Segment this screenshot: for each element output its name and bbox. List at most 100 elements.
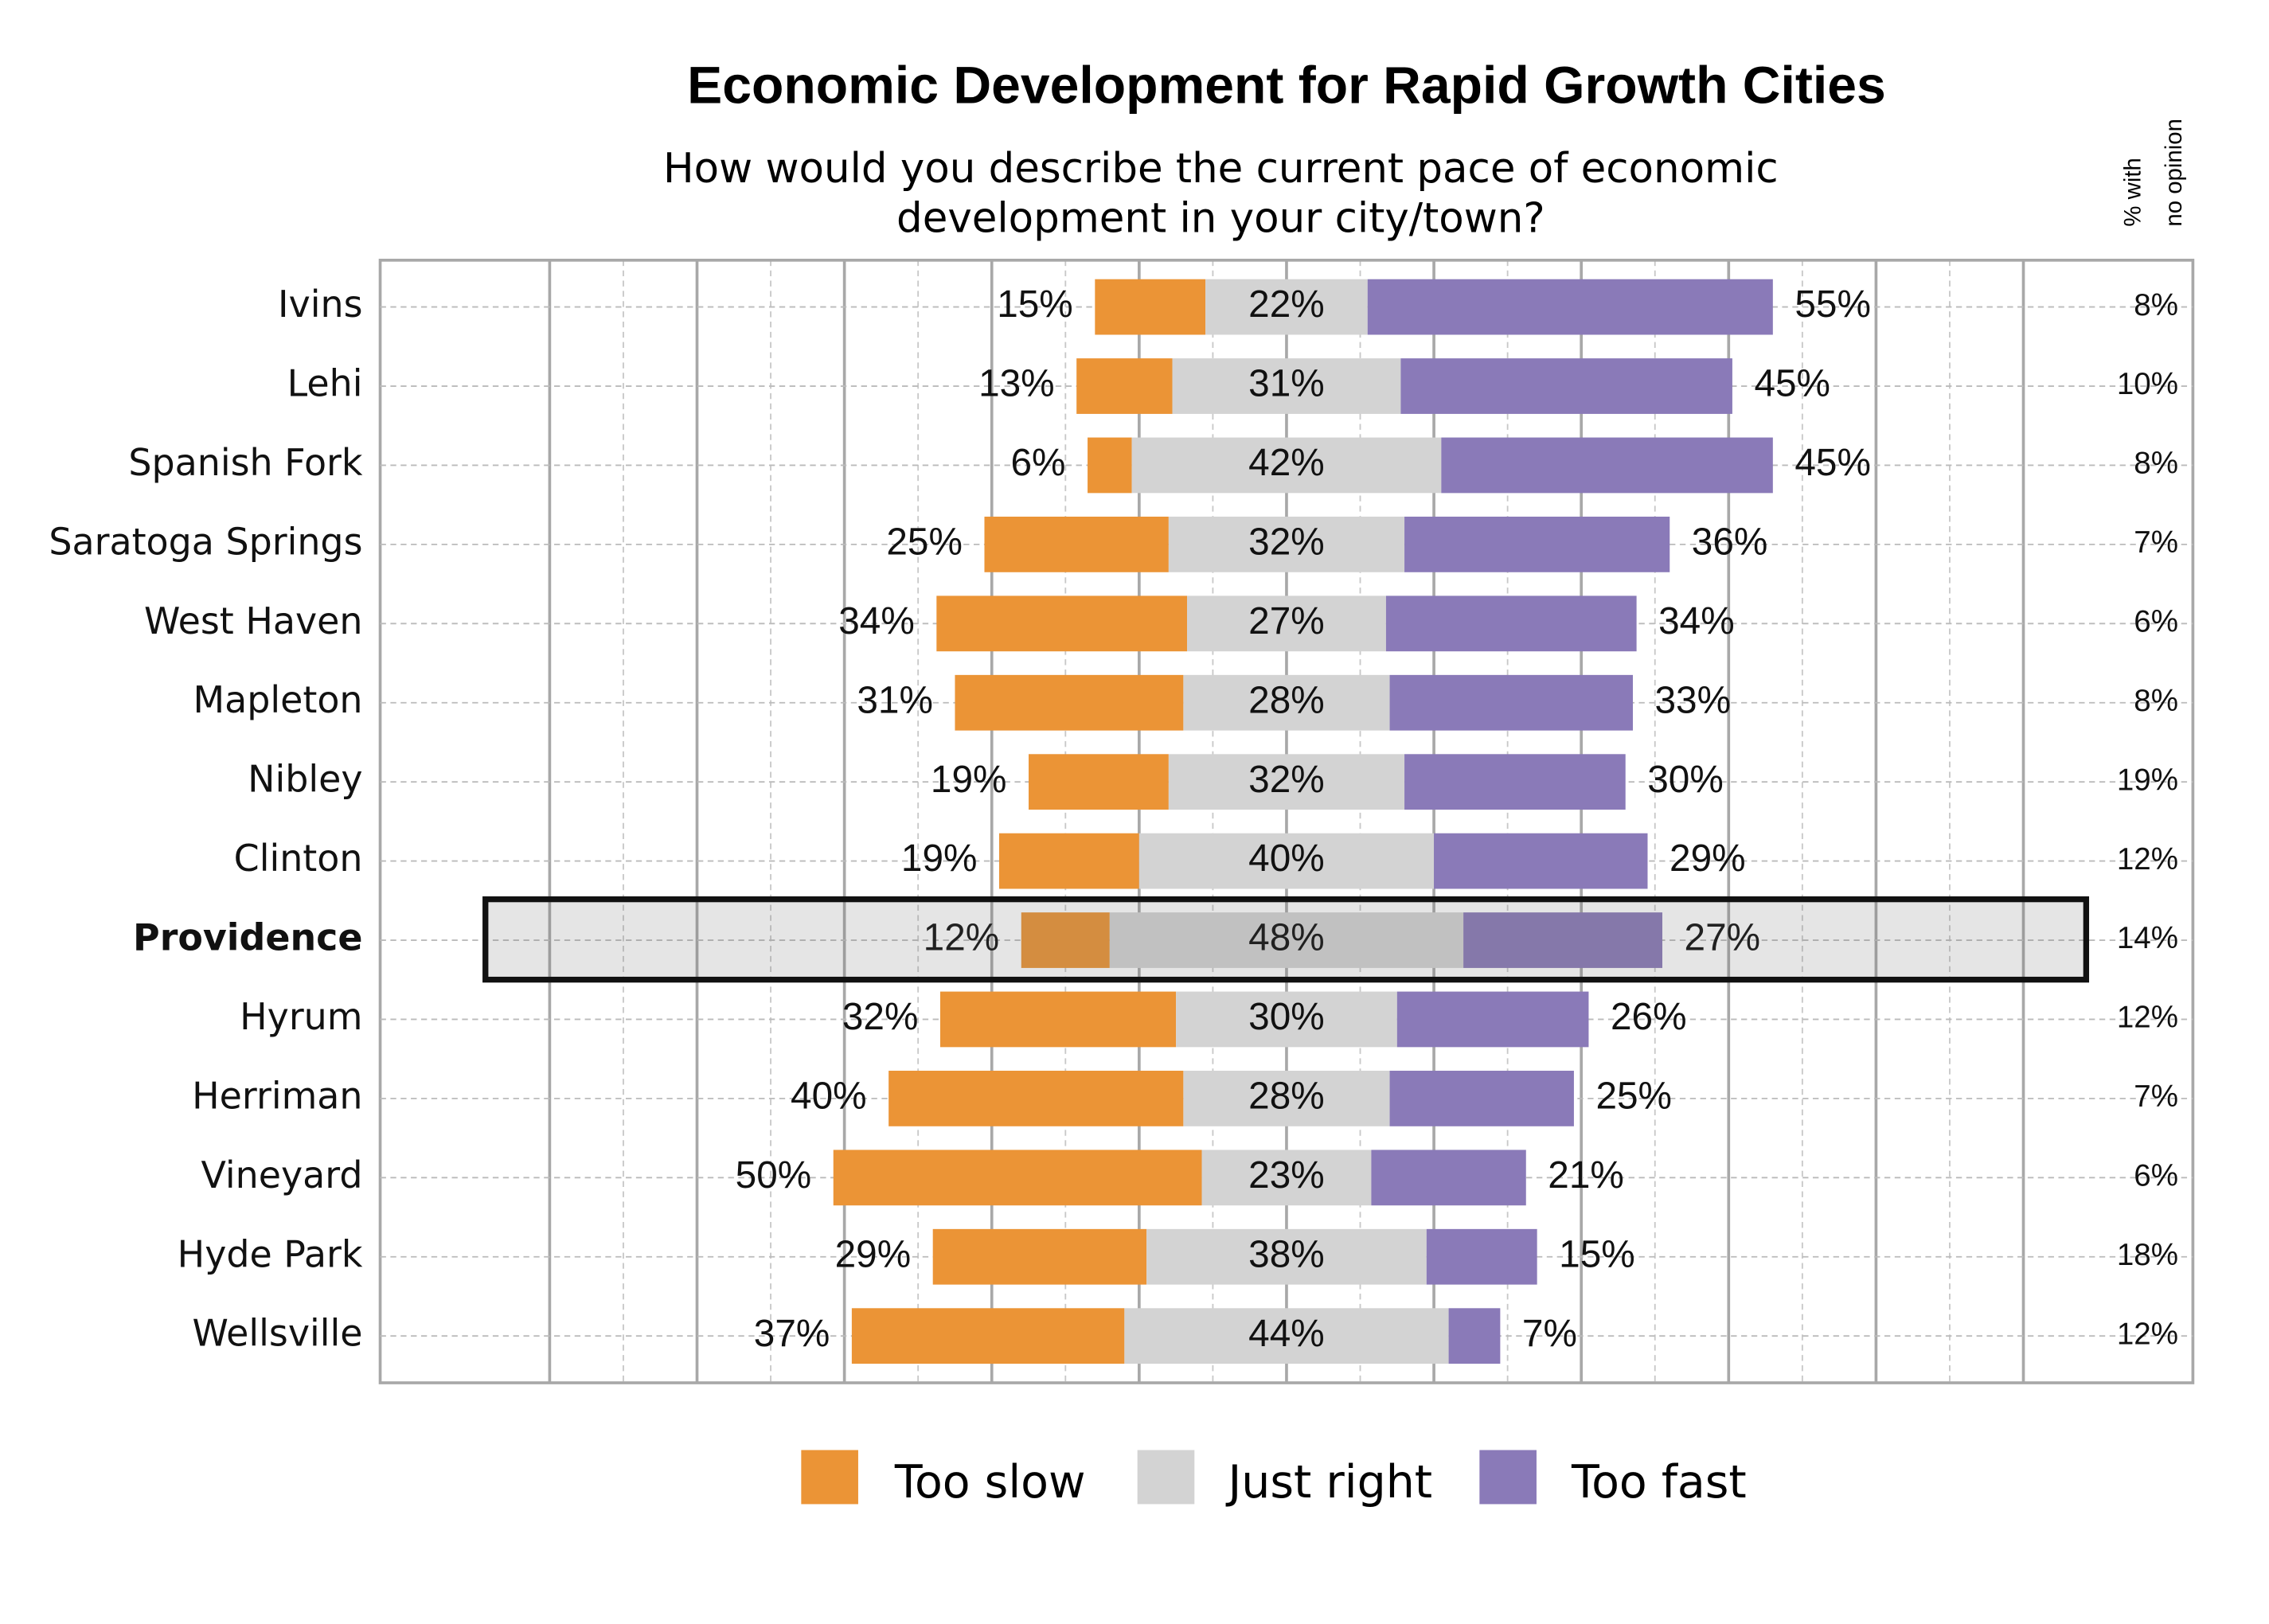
legend-swatch — [1479, 1450, 1537, 1505]
legend-label: Too slow — [894, 1456, 1086, 1509]
data-label: 44% — [1248, 1313, 1325, 1355]
data-label: 37% — [754, 1313, 830, 1355]
bar — [1463, 912, 1662, 968]
data-label: 32% — [842, 996, 919, 1038]
data-label: 25% — [886, 521, 963, 563]
bar — [1076, 358, 1173, 414]
data-label: 25% — [1595, 1076, 1672, 1118]
data-label: 30% — [1248, 996, 1325, 1038]
no-opinion-label: 7% — [2134, 1079, 2178, 1114]
bar — [1448, 1308, 1501, 1364]
data-label: 30% — [1647, 759, 1724, 801]
bar — [1385, 595, 1637, 652]
no-opinion-label: 8% — [2134, 447, 2178, 481]
data-label: 32% — [1248, 759, 1325, 801]
legend: Too slow Just right Too fast — [801, 1450, 1747, 1509]
data-label: 42% — [1248, 442, 1325, 484]
y-tick-label: Providence — [133, 916, 362, 959]
y-tick-label: Ivins — [278, 283, 362, 326]
data-label: 26% — [1611, 996, 1687, 1038]
data-label: 15% — [997, 283, 1073, 326]
bar — [1021, 912, 1110, 968]
bar — [1205, 279, 1368, 335]
data-label: 13% — [978, 363, 1055, 405]
bars — [833, 279, 1773, 1364]
y-tick-label: Hyde Park — [178, 1232, 363, 1275]
bar — [1371, 1150, 1526, 1206]
data-label: 19% — [901, 837, 978, 880]
data-label: 55% — [1795, 283, 1871, 326]
legend-label: Too fast — [1571, 1456, 1747, 1509]
bar — [1131, 437, 1442, 494]
y-tick-label: Clinton — [234, 837, 363, 880]
y-tick-label: Lehi — [287, 362, 363, 405]
bar — [1434, 833, 1648, 889]
bar — [936, 595, 1188, 652]
y-tick-label: Hyrum — [240, 995, 362, 1038]
y-tick-label: West Haven — [144, 599, 363, 642]
bar — [1389, 674, 1633, 731]
bar — [1168, 754, 1405, 810]
data-label: 40% — [791, 1076, 867, 1118]
chart-title: Economic Development for Rapid Growth Ci… — [687, 56, 1886, 115]
legend-swatch — [801, 1450, 858, 1505]
data-label: 50% — [736, 1154, 812, 1197]
y-tick-label: Wellsville — [193, 1312, 363, 1355]
bar — [939, 991, 1177, 1048]
bar — [955, 674, 1184, 731]
data-label: 12% — [924, 917, 1000, 959]
data-label: 23% — [1248, 1154, 1325, 1197]
bar — [1124, 1308, 1449, 1364]
no-opinion-label: 18% — [2117, 1238, 2178, 1272]
bar — [1176, 991, 1397, 1048]
y-tick-label: Spanish Fork — [128, 441, 363, 484]
no-opinion-label: 8% — [2134, 684, 2178, 718]
legend-label: Just right — [1226, 1456, 1433, 1509]
data-label: 28% — [1248, 1076, 1325, 1118]
bar — [1183, 1071, 1390, 1126]
bar — [932, 1228, 1147, 1285]
bar — [851, 1308, 1125, 1364]
bar — [1400, 358, 1732, 414]
data-label: 31% — [857, 679, 933, 721]
data-label: 48% — [1248, 917, 1325, 959]
data-label: 6% — [1011, 442, 1066, 484]
bar — [1109, 912, 1464, 968]
bar — [1183, 674, 1390, 731]
no-opinion-label: 12% — [2117, 842, 2178, 876]
subtitle: development in your city/town? — [896, 194, 1545, 242]
y-tick-label: Mapleton — [193, 678, 363, 721]
bar — [833, 1150, 1202, 1206]
data-label: 31% — [1248, 363, 1325, 405]
data-label: 29% — [1670, 837, 1746, 880]
data-label: 45% — [1754, 363, 1830, 405]
bar — [1396, 991, 1589, 1048]
no-opinion-label: 8% — [2134, 288, 2178, 322]
data-label: 22% — [1248, 283, 1325, 326]
no-opinion-header: % with — [2120, 158, 2146, 226]
bar — [1146, 1228, 1427, 1285]
bar — [1404, 516, 1670, 572]
data-label: 34% — [838, 600, 915, 642]
no-opinion-label: 14% — [2117, 921, 2178, 955]
data-label: 21% — [1548, 1154, 1624, 1197]
legend-swatch — [1137, 1450, 1195, 1505]
bar — [1029, 754, 1169, 810]
bar — [1172, 358, 1401, 414]
data-label: 38% — [1248, 1233, 1325, 1275]
no-opinion-label: 12% — [2117, 1317, 2178, 1351]
data-label: 40% — [1248, 837, 1325, 880]
data-label: 36% — [1692, 521, 1768, 563]
no-opinion-label: 7% — [2134, 525, 2178, 560]
bar — [1095, 279, 1206, 335]
bar — [1367, 279, 1773, 335]
y-tick-label: Vineyard — [201, 1154, 363, 1197]
data-label: 34% — [1658, 600, 1735, 642]
y-tick-label: Saratoga Springs — [49, 520, 362, 563]
data-label: 45% — [1795, 442, 1871, 484]
bar — [1389, 1071, 1574, 1126]
data-label: 27% — [1248, 600, 1325, 642]
subtitle: How would you describe the current pace … — [663, 145, 1779, 193]
